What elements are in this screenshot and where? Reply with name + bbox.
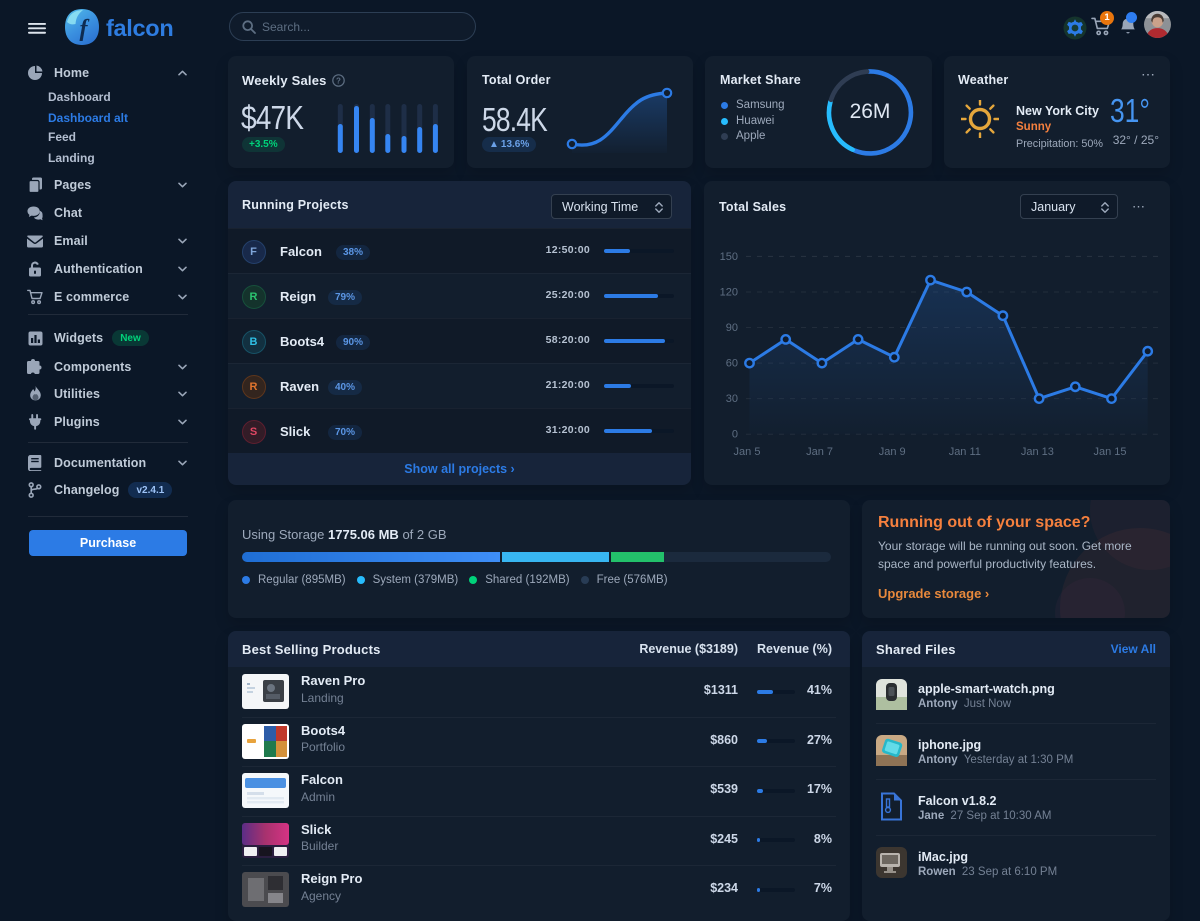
svg-text:0: 0 [732, 429, 738, 441]
svg-text:Jan 11: Jan 11 [949, 446, 981, 458]
svg-text:?: ? [336, 76, 341, 85]
svg-text:f: f [80, 16, 90, 42]
svg-text:30: 30 [726, 393, 738, 405]
svg-text:150: 150 [720, 251, 738, 263]
svg-text:Jan 15: Jan 15 [1093, 446, 1126, 458]
svg-text:Jan 9: Jan 9 [879, 446, 906, 458]
svg-text:120: 120 [720, 287, 738, 299]
svg-text:Jan 5: Jan 5 [734, 446, 761, 458]
svg-text:Jan 13: Jan 13 [1021, 446, 1054, 458]
svg-text:60: 60 [726, 358, 738, 370]
svg-text:Jan 7: Jan 7 [806, 446, 833, 458]
svg-text:90: 90 [726, 322, 738, 334]
